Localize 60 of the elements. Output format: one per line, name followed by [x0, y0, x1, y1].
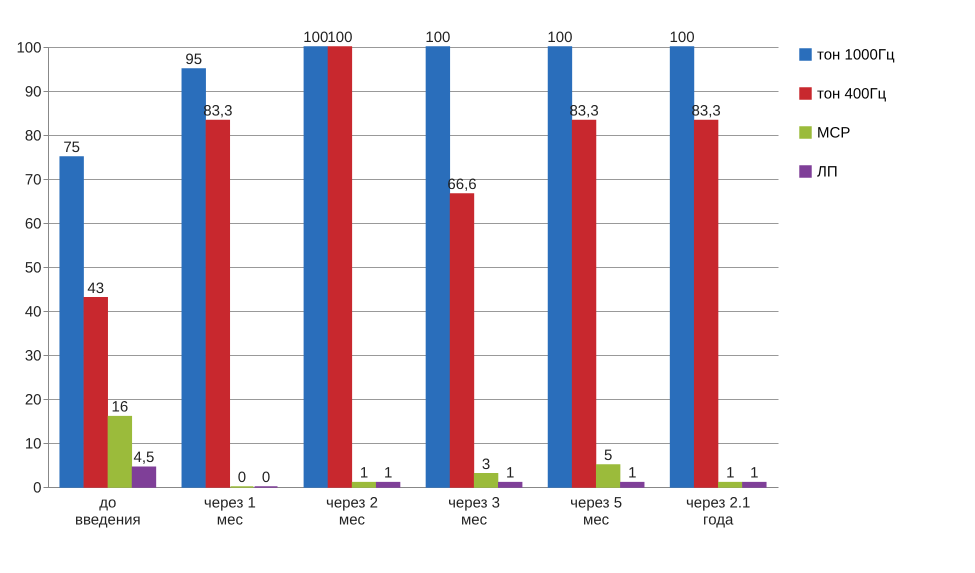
bar: [182, 68, 206, 488]
x-tick-label: через 2.1 года: [686, 494, 750, 528]
data-label: 75: [63, 139, 80, 156]
bar: [352, 482, 376, 488]
bar: [572, 120, 596, 488]
data-label: 100: [327, 29, 352, 46]
legend-label: тон 400Гц: [817, 86, 887, 102]
y-tick-label: 90: [24, 84, 42, 100]
data-label: 1: [360, 464, 368, 482]
data-label: 1: [726, 464, 734, 482]
bar: [694, 120, 718, 488]
data-label: 43: [87, 280, 104, 297]
data-label: 100: [670, 29, 695, 46]
bar: [498, 482, 522, 488]
data-label: 1: [628, 464, 636, 482]
y-tick-label: 80: [24, 128, 42, 144]
bar: [620, 482, 644, 488]
data-label: 1: [384, 464, 392, 482]
y-tick-label: 70: [24, 172, 42, 188]
bar: [742, 482, 767, 488]
data-label: 95: [185, 51, 202, 68]
bar: [450, 193, 474, 488]
x-tick-label: через 1 мес: [204, 494, 256, 528]
bar: [596, 464, 620, 488]
bar: [132, 466, 156, 488]
data-label: 3: [482, 456, 490, 473]
data-label: 5: [604, 447, 612, 464]
bar: [328, 46, 352, 488]
bar: [84, 297, 108, 488]
x-tick-label: до введения: [74, 494, 141, 528]
y-tick-label: 100: [16, 40, 42, 56]
y-tick-label: 0: [33, 480, 42, 496]
data-label: 4,5: [134, 449, 154, 466]
x-tick-label: через 3 мес: [448, 494, 500, 528]
data-label: 0: [262, 469, 270, 486]
bar: [474, 473, 498, 488]
data-label: 0: [238, 469, 246, 486]
legend-label: ЛП: [817, 164, 838, 180]
x-tick-label: через 5 мес: [570, 494, 622, 528]
bar: [718, 482, 742, 488]
data-label: 1: [750, 464, 759, 482]
bar: [59, 156, 84, 488]
y-tick-label: 60: [24, 216, 42, 232]
bar: [304, 46, 328, 488]
x-tick-label: через 2 мес: [326, 494, 378, 528]
data-label: 100: [547, 29, 572, 46]
data-label: 1: [506, 464, 514, 482]
bar: [108, 416, 132, 488]
y-tick-label: 30: [24, 348, 42, 364]
y-tick-label: 50: [24, 260, 42, 276]
data-label: 16: [112, 398, 128, 416]
legend-label: МСР: [817, 124, 850, 142]
legend-label: тон 1000Гц: [817, 46, 895, 64]
data-label: 100: [425, 29, 450, 46]
bar: [206, 120, 230, 488]
bar: [376, 482, 400, 488]
y-tick-label: 10: [24, 436, 42, 452]
y-tick-label: 40: [24, 304, 42, 320]
y-tick-label: 20: [24, 392, 42, 408]
data-label: 100: [303, 29, 328, 46]
